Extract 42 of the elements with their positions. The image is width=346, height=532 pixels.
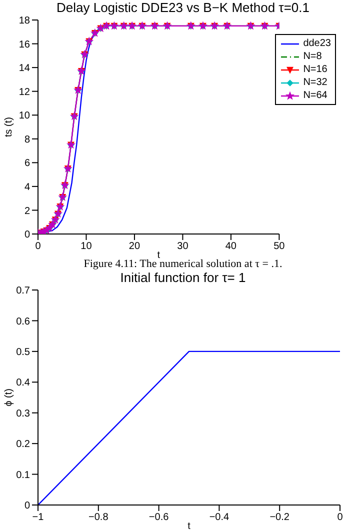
chart-title: Initial function for τ= 1 — [119, 270, 247, 286]
x-tick-label: 40 — [225, 241, 237, 252]
x-tick-label: −0.6 — [148, 512, 170, 524]
y-tick-label: 16 — [18, 39, 30, 50]
y-tick-label: 10 — [18, 110, 30, 122]
y-tick-label: 8 — [24, 134, 30, 146]
x-tick-label: −0.4 — [209, 512, 230, 524]
y-tick-label: 18 — [18, 16, 30, 27]
x-tick-label: 20 — [128, 241, 140, 252]
y-tick-label: 0.5 — [16, 346, 30, 358]
x-tick-label: 50 — [274, 241, 286, 252]
y-tick-label: 0.6 — [16, 316, 30, 328]
x-tick-label: 0 — [337, 512, 344, 524]
legend-label: N=32 — [303, 76, 328, 89]
y-tick-label: 0 — [24, 500, 30, 512]
y-tick-label: 0 — [24, 230, 30, 241]
x-axis-title: t — [157, 250, 160, 261]
x-tick-label: 10 — [80, 241, 92, 252]
caption: Figure 4.11: The numerical solution at τ = .1. — [82, 258, 284, 270]
y-tick-label: 12 — [18, 86, 30, 98]
y-tick-label: 6 — [24, 158, 30, 170]
x-tick-label: −1 — [32, 512, 44, 524]
legend-label: dde23 — [303, 37, 331, 50]
x-tick-label: −0.2 — [270, 512, 290, 524]
x-tick-label: 0 — [35, 241, 42, 252]
legend-label: N=16 — [303, 63, 328, 76]
y-tick-label: 14 — [18, 63, 30, 74]
y-axis-title: ϕ (t) — [4, 388, 15, 406]
y-tick-label: 0.1 — [16, 470, 30, 481]
y-tick-label: 0.2 — [16, 439, 30, 450]
y-tick-label: 2 — [24, 206, 30, 217]
y-axis-title: ts (t) — [4, 117, 15, 137]
legend-label: N=8 — [303, 50, 322, 63]
x-axis-title: t — [188, 521, 191, 532]
y-tick-label: 0.7 — [16, 286, 30, 297]
chart-title: Delay Logistic DDE23 vs B−K Method τ=0.1 — [56, 0, 310, 16]
x-tick-label: 30 — [177, 241, 189, 252]
x-tick-label: −0.8 — [88, 512, 109, 524]
y-tick-label: 4 — [24, 182, 30, 193]
y-tick-label: 0.3 — [16, 408, 30, 420]
y-tick-label: 0.4 — [16, 378, 30, 389]
legend-label: N=64 — [303, 89, 328, 102]
